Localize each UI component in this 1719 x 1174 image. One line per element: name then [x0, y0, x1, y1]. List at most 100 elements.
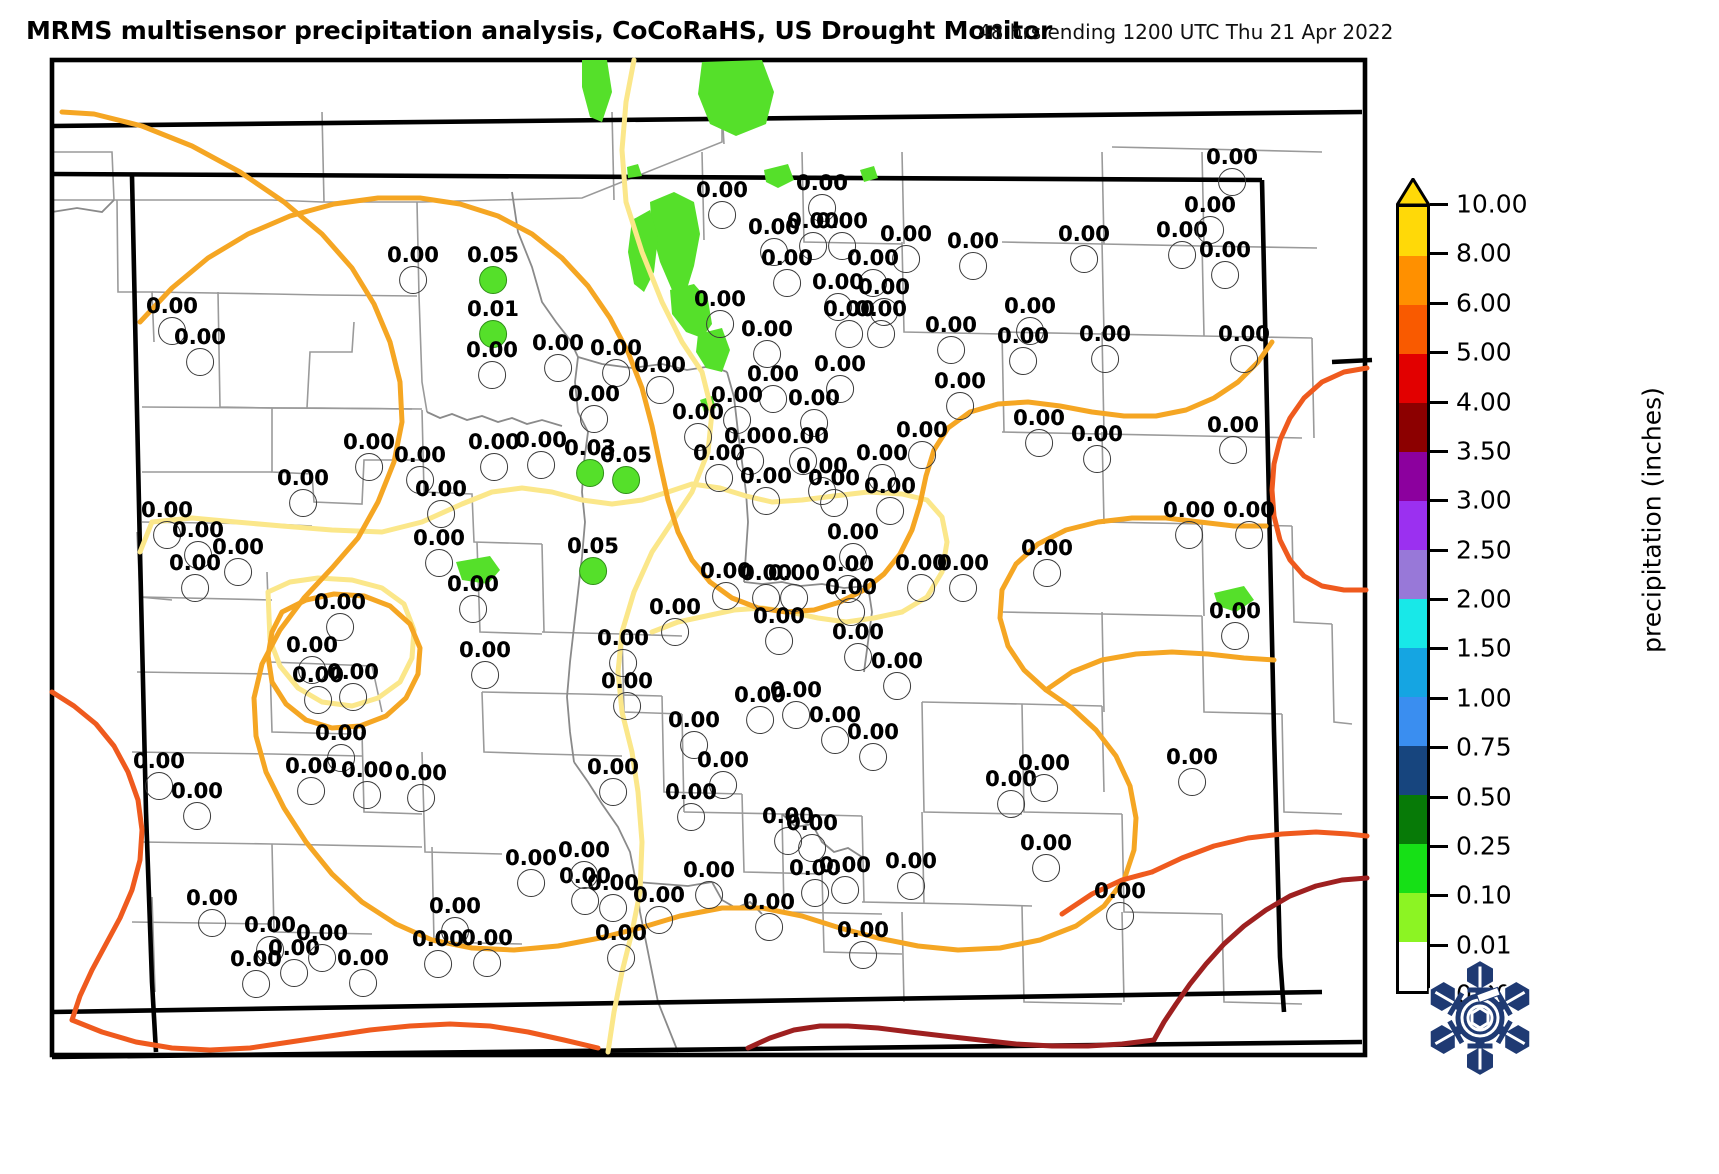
station-plot[interactable]: 0.00: [665, 782, 717, 831]
station-plot[interactable]: 0.00: [277, 468, 329, 517]
station-plot[interactable]: 0.00: [748, 217, 800, 266]
station-plot[interactable]: 0.00: [315, 723, 367, 772]
station-plot[interactable]: 0.00: [934, 371, 986, 420]
station-plot[interactable]: 0.00: [587, 873, 639, 922]
station-plot[interactable]: 0.00: [1094, 881, 1146, 930]
station-plot[interactable]: 0.00: [1018, 753, 1070, 802]
station-plot[interactable]: 0.00: [768, 563, 820, 612]
station-plot[interactable]: 0.00: [1156, 220, 1208, 269]
station-plot[interactable]: 0.00: [668, 710, 720, 759]
station-plot[interactable]: 0.00: [1079, 324, 1131, 373]
station-plot[interactable]: 0.00: [1020, 833, 1072, 882]
station-plot[interactable]: 0.00: [808, 468, 860, 517]
station-plot[interactable]: 0.00: [558, 840, 610, 889]
station-plot[interactable]: 0.00: [761, 248, 813, 297]
station-plot[interactable]: 0.00: [896, 420, 948, 469]
station-plot[interactable]: 0.00: [855, 299, 907, 348]
station-plot[interactable]: 0.00: [864, 476, 916, 525]
station-plot[interactable]: 0.00: [268, 938, 320, 987]
station-plot[interactable]: 0.00: [468, 432, 520, 481]
station-plot[interactable]: 0.00: [649, 597, 701, 646]
station-plot[interactable]: 0.00: [837, 920, 889, 969]
station-plot[interactable]: 0.00: [787, 211, 839, 260]
station-plot[interactable]: 0.00: [832, 622, 884, 671]
station-plot[interactable]: 0.00: [415, 479, 467, 528]
station-plot[interactable]: 0.01: [467, 299, 519, 348]
station-plot[interactable]: 0.00: [786, 813, 838, 862]
station-plot[interactable]: 0.00: [244, 915, 296, 964]
station-plot[interactable]: 0.00: [133, 751, 185, 800]
station-plot[interactable]: 0.00: [885, 851, 937, 900]
station-plot[interactable]: 0.00: [711, 385, 763, 434]
station-plot[interactable]: 0.00: [753, 606, 805, 655]
station-plot[interactable]: 0.05: [567, 536, 619, 585]
station-plot[interactable]: 0.00: [341, 760, 393, 809]
station-plot[interactable]: 0.00: [816, 211, 868, 260]
station-plot[interactable]: 0.00: [337, 948, 389, 997]
station-plot[interactable]: 0.00: [412, 929, 464, 978]
station-plot[interactable]: 0.00: [1223, 500, 1275, 549]
station-plot[interactable]: 0.00: [285, 756, 337, 805]
station-plot[interactable]: 0.00: [814, 354, 866, 403]
station-plot[interactable]: 0.00: [819, 855, 871, 904]
station-plot[interactable]: 0.00: [601, 671, 653, 720]
station-plot[interactable]: 0.00: [1199, 240, 1251, 289]
station-plot[interactable]: 0.00: [741, 319, 793, 368]
station-plot[interactable]: 0.00: [568, 384, 620, 433]
station-plot[interactable]: 0.00: [141, 500, 193, 549]
station-plot[interactable]: 0.00: [827, 522, 879, 571]
station-plot[interactable]: 0.00: [394, 445, 446, 494]
station-plot[interactable]: 0.00: [947, 231, 999, 280]
station-plot[interactable]: 0.00: [747, 364, 799, 413]
station-plot[interactable]: 0.00: [1058, 224, 1110, 273]
station-plot[interactable]: 0.00: [1004, 296, 1056, 345]
station-plot[interactable]: 0.00: [1218, 324, 1270, 373]
station-plot[interactable]: 0.00: [724, 426, 776, 475]
station-plot[interactable]: 0.00: [809, 705, 861, 754]
station-plot[interactable]: 0.00: [789, 858, 841, 907]
station-plot[interactable]: 0.00: [743, 892, 795, 941]
station-plot[interactable]: 0.00: [1209, 601, 1261, 650]
station-plot[interactable]: 0.00: [925, 315, 977, 364]
station-plot[interactable]: 0.00: [595, 923, 647, 972]
station-plot[interactable]: 0.00: [286, 635, 338, 684]
station-plot[interactable]: 0.00: [672, 402, 724, 451]
station-plot[interactable]: 0.00: [461, 928, 513, 977]
station-plot[interactable]: 0.00: [825, 577, 877, 626]
station-plot[interactable]: 0.00: [696, 180, 748, 229]
station-plot[interactable]: 0.00: [590, 338, 642, 387]
station-plot[interactable]: 0.00: [823, 299, 875, 348]
station-plot[interactable]: 0.00: [597, 628, 649, 677]
station-plot[interactable]: 0.00: [634, 355, 686, 404]
station-plot[interactable]: 0.00: [812, 272, 864, 321]
station-plot[interactable]: 0.00: [633, 885, 685, 934]
station-plot[interactable]: 0.00: [1206, 147, 1258, 196]
station-plot[interactable]: 0.00: [1163, 500, 1215, 549]
colorbar[interactable]: 10.00 8.00 6.00 5.00 4.00 3.50 3.00 2.50 2.00 1.5…: [1396, 178, 1528, 1018]
station-plot[interactable]: 0.00: [788, 388, 840, 437]
station-plot[interactable]: 0.00: [314, 592, 366, 641]
station-plot[interactable]: 0.00: [186, 888, 238, 937]
station-plot[interactable]: 0.00: [172, 520, 224, 569]
station-plot[interactable]: 0.00: [387, 245, 439, 294]
station-plot[interactable]: 0.00: [683, 860, 735, 909]
station-plot[interactable]: 0.00: [296, 923, 348, 972]
station-plot[interactable]: 0.00: [1166, 747, 1218, 796]
station-plot[interactable]: 0.00: [1184, 195, 1236, 244]
station-plot[interactable]: 0.00: [466, 340, 518, 389]
station-plot[interactable]: 0.00: [447, 574, 499, 623]
station-plot[interactable]: 0.00: [1021, 538, 1073, 587]
station-plot[interactable]: 0.00: [532, 333, 584, 382]
station-plot[interactable]: 0.00: [693, 443, 745, 492]
station-plot[interactable]: 0.00: [895, 553, 947, 602]
station-plot[interactable]: 0.00: [880, 224, 932, 273]
station-plot[interactable]: 0.00: [327, 662, 379, 711]
station-plot[interactable]: 0.00: [770, 680, 822, 729]
station-plot[interactable]: 0.00: [459, 640, 511, 689]
station-plot[interactable]: 0.00: [587, 757, 639, 806]
station-plot[interactable]: 0.00: [292, 665, 344, 714]
station-plot[interactable]: 0.00: [505, 848, 557, 897]
station-plot[interactable]: 0.00: [169, 553, 221, 602]
station-plot[interactable]: 0.00: [700, 561, 752, 610]
station-plot[interactable]: 0.05: [467, 245, 519, 294]
